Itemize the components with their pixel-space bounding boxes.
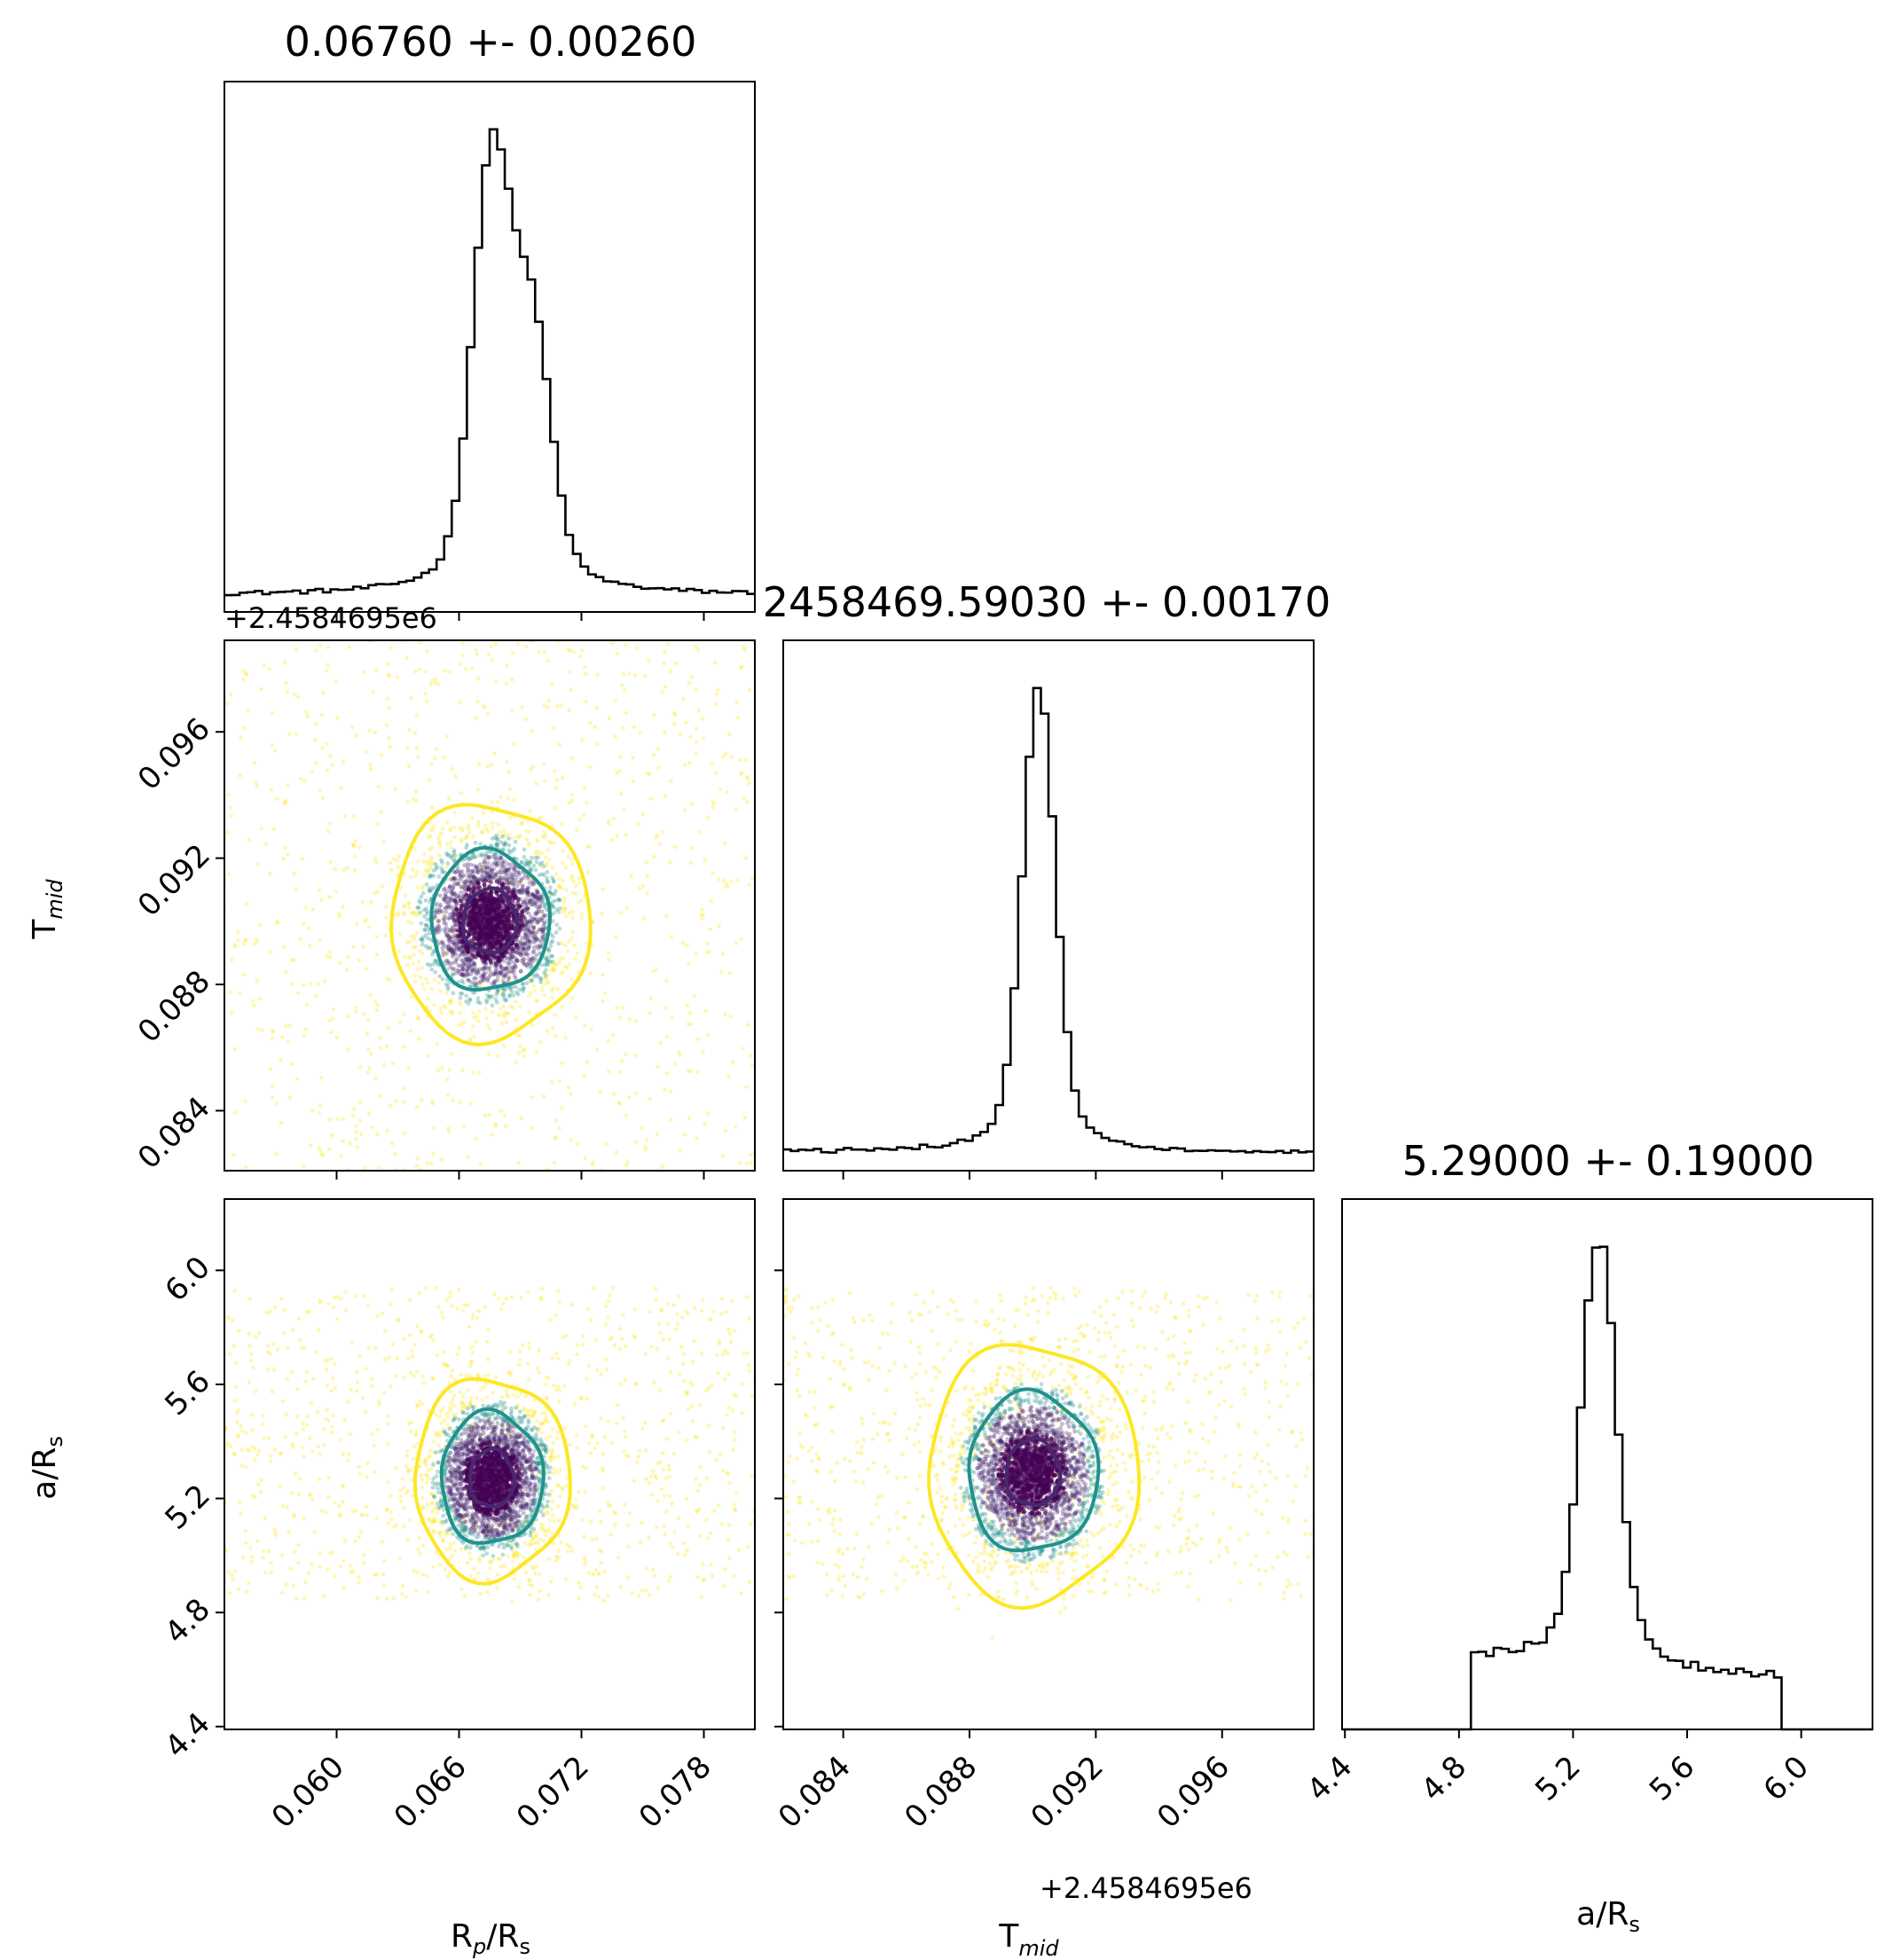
scatter-rp-tmid	[224, 639, 756, 1172]
ylabel-ars: a/Rs	[27, 1436, 67, 1500]
histogram-steps	[783, 686, 1314, 1155]
contour-level-1	[467, 1446, 517, 1509]
x-tick-label: 4.8	[1415, 1749, 1474, 1808]
contour-level-3	[389, 803, 593, 1047]
panel-frame	[782, 639, 1315, 1172]
offset-label-tmid-x: +2.4584695e6	[1040, 1871, 1252, 1905]
xlabel-ars: a/Rs	[1576, 1896, 1640, 1937]
x-tick-label: 0.092	[1025, 1749, 1111, 1835]
xlabel-tmid: Tmid	[998, 1918, 1059, 1960]
x-tick-label: 6.0	[1756, 1749, 1816, 1808]
scatter-rp-ars	[224, 1198, 756, 1730]
histogram-ars	[1341, 1198, 1873, 1731]
panel-frame	[224, 1198, 756, 1730]
panel-frame	[224, 639, 756, 1172]
panel-frame	[224, 81, 756, 613]
x-tick-label: 0.078	[632, 1749, 718, 1835]
panel-frame	[782, 1198, 1315, 1730]
x-tick-label: 0.084	[772, 1749, 858, 1835]
title-ars: 5.29000 +- 0.19000	[1402, 1137, 1815, 1185]
contour-level-2	[429, 845, 553, 992]
xlabel-rp: Rp/Rs	[451, 1918, 530, 1959]
histogram-tmid	[782, 639, 1315, 1172]
ylabel-tmid: Tmid	[27, 879, 67, 940]
contour-level-1	[461, 886, 520, 954]
x-tick-label: 0.096	[1150, 1749, 1237, 1835]
contour-level-2	[967, 1387, 1101, 1553]
scatter-tmid-ars	[782, 1198, 1315, 1730]
x-tick-label: 4.4	[1300, 1749, 1360, 1808]
y-tick-label: 0.084	[131, 1090, 217, 1176]
x-tick-label: 5.2	[1528, 1749, 1588, 1808]
y-tick-label: 4.4	[158, 1705, 217, 1765]
histogram-steps	[1342, 1245, 1873, 1731]
x-tick-label: 0.066	[388, 1749, 474, 1835]
panel-frame	[1341, 1198, 1873, 1730]
scatter-points	[224, 1285, 755, 1603]
axis-ticks: 0.084 0.088 0.092 0.096 0.060 0.066 0.072 0.078…	[131, 612, 1816, 1835]
x-tick-label: 0.072	[510, 1749, 596, 1835]
title-rp: 0.06760 +- 0.00260	[285, 18, 697, 66]
scatter-points	[783, 1285, 1314, 1640]
y-tick-label: 0.088	[131, 964, 217, 1050]
x-tick-label: 0.060	[265, 1749, 351, 1835]
histogram-steps	[224, 128, 755, 597]
title-tmid: 2458469.59030 +- 0.00170	[763, 578, 1331, 626]
x-tick-label: 0.088	[898, 1749, 984, 1835]
histogram-rp	[224, 81, 756, 613]
contour-level-3	[412, 1376, 572, 1586]
y-tick-label: 5.2	[158, 1478, 217, 1537]
y-tick-label: 0.092	[131, 837, 217, 923]
y-tick-label: 4.8	[158, 1592, 217, 1651]
offset-label-tmid-y: +2.4584695e6	[224, 601, 437, 635]
contour-level-2	[439, 1407, 546, 1545]
x-tick-label: 5.6	[1643, 1749, 1702, 1808]
y-tick-label: 5.6	[158, 1364, 217, 1423]
contour-level-1	[1004, 1436, 1063, 1508]
scatter-points	[224, 640, 755, 1171]
y-tick-label: 6.0	[158, 1250, 217, 1309]
contour-level-3	[927, 1343, 1142, 1611]
y-tick-label: 0.096	[131, 711, 217, 797]
